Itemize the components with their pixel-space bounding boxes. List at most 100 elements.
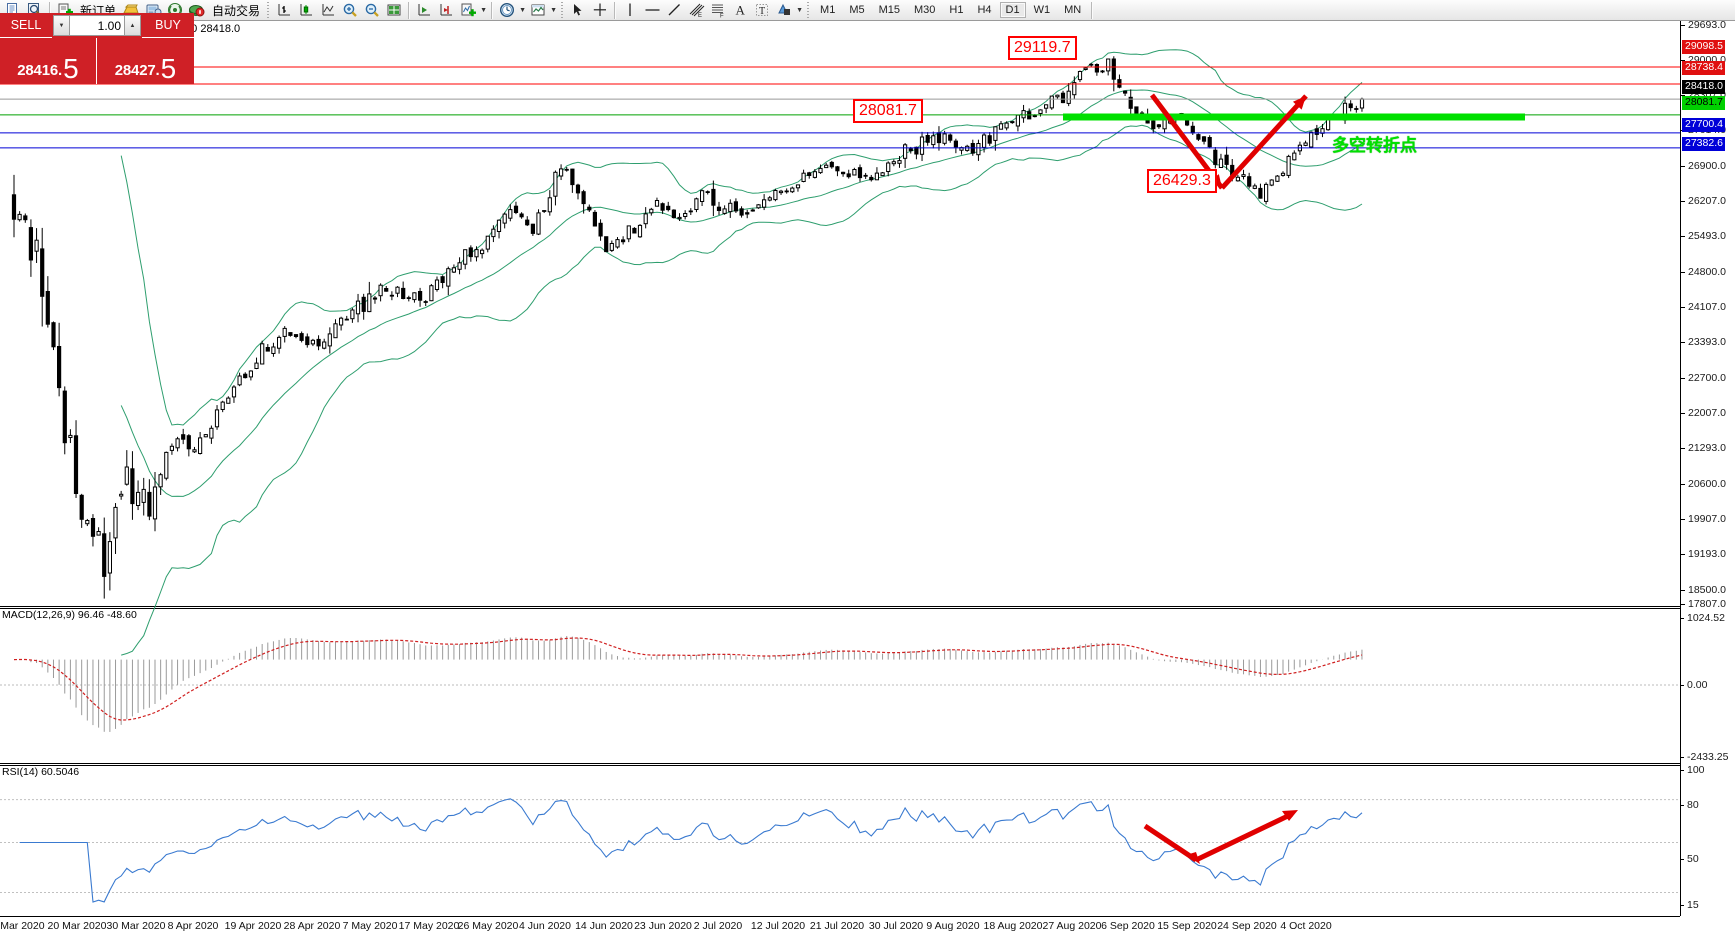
date-axis[interactable]: 1 Mar 2020 20 Mar 2020 30 Mar 2020 8 Apr… bbox=[0, 916, 1680, 940]
price-tick: 18500.0 bbox=[1681, 584, 1726, 596]
price-label-28738: 28738.4 bbox=[1682, 61, 1725, 75]
timeframe-h1[interactable]: H1 bbox=[949, 4, 964, 16]
horizontal-line-icon[interactable] bbox=[641, 1, 663, 20]
timeframe-m1[interactable]: M1 bbox=[820, 4, 836, 16]
buy-price[interactable]: 28427 . 5 bbox=[97, 38, 194, 84]
cursor-icon[interactable] bbox=[567, 1, 589, 20]
toolbar-separator-5 bbox=[1091, 1, 1094, 19]
date-tick: 7 May 2020 bbox=[342, 920, 398, 932]
bar-chart-icon[interactable] bbox=[273, 1, 295, 20]
macd-panel-separator bbox=[0, 606, 1680, 609]
auto-trading-label[interactable]: 自动交易 bbox=[212, 3, 261, 18]
date-tick: 30 Jul 2020 bbox=[868, 920, 924, 932]
timeframe-w1[interactable]: W1 bbox=[1033, 4, 1051, 16]
crosshair-icon[interactable] bbox=[589, 1, 611, 20]
price-tick: 29693.0 bbox=[1681, 19, 1726, 31]
templates-dropdown-caret[interactable]: ▼ bbox=[550, 6, 557, 14]
annotation-28081[interactable]: 28081.7 bbox=[853, 99, 923, 123]
chart-container[interactable]: DJ30-,Daily 28230.0 28448.0 28149.0 2841… bbox=[0, 19, 1735, 940]
buy-price-big: 28427 bbox=[114, 62, 156, 79]
annotation-high-29119[interactable]: 29119.7 bbox=[1008, 36, 1077, 60]
date-tick: 21 Jul 2020 bbox=[809, 920, 865, 932]
svg-text:A: A bbox=[735, 3, 745, 18]
sell-price[interactable]: 28416 . 5 bbox=[0, 38, 97, 84]
price-tick: 21293.0 bbox=[1681, 442, 1726, 454]
toolbar-separator bbox=[49, 1, 51, 19]
date-tick: 20 Mar 2020 bbox=[47, 920, 107, 932]
date-tick: 15 Sep 2020 bbox=[1157, 920, 1217, 932]
candlesticks bbox=[11, 56, 1365, 599]
buy-price-dot: . bbox=[155, 62, 160, 79]
templates-icon[interactable] bbox=[527, 1, 549, 20]
indicators-icon[interactable] bbox=[457, 1, 479, 20]
rsi-level-15: 15 bbox=[1680, 899, 1735, 911]
buy-button[interactable]: BUY bbox=[142, 13, 194, 38]
period-clock-icon[interactable] bbox=[496, 1, 518, 20]
main-toolbar: 新订单 自动交易 ▼ ▼ ▼ bbox=[0, 0, 1735, 21]
volume-increase-icon[interactable]: ▲ bbox=[124, 15, 141, 36]
timeframe-m15[interactable]: M15 bbox=[878, 4, 900, 16]
fibonacci-icon[interactable]: F bbox=[707, 1, 729, 20]
macd-scale-bottom: -2433.25 bbox=[1680, 751, 1735, 763]
one-click-trading-panel[interactable]: SELL ▼ 1.00 ▲ BUY 28416 . 5 28427 . 5 bbox=[0, 13, 194, 84]
autotrading-icon[interactable] bbox=[186, 1, 208, 20]
timeframe-h4[interactable]: H4 bbox=[977, 4, 992, 16]
line-chart-icon[interactable] bbox=[317, 1, 339, 20]
price-tick: 26900.0 bbox=[1681, 160, 1726, 172]
buy-price-small: 5 bbox=[160, 53, 177, 84]
shift-start-icon[interactable] bbox=[413, 1, 435, 20]
date-tick: 4 Jun 2020 bbox=[519, 920, 571, 932]
price-axis[interactable]: 29693.0 29000.0 28307.0 27614.0 26900.0 … bbox=[1680, 19, 1735, 916]
equidistant-channel-icon[interactable]: E bbox=[685, 1, 707, 20]
macd-scale-mid: 0.00 bbox=[1680, 679, 1735, 691]
zoom-in-icon[interactable] bbox=[339, 1, 361, 20]
volume-input[interactable]: 1.00 bbox=[70, 15, 124, 36]
rsi-level-50: 50 bbox=[1680, 853, 1735, 865]
shapes-dropdown-caret[interactable]: ▼ bbox=[796, 6, 803, 14]
period-dropdown-caret[interactable]: ▼ bbox=[519, 6, 526, 14]
rsi-level-80: 80 bbox=[1680, 799, 1735, 811]
text-label-icon[interactable]: A bbox=[729, 1, 751, 20]
vertical-line-icon[interactable] bbox=[619, 1, 641, 20]
date-tick: 9 Aug 2020 bbox=[926, 920, 980, 932]
candlestick-chart-icon[interactable] bbox=[295, 1, 317, 20]
timeframe-m5[interactable]: M5 bbox=[849, 4, 865, 16]
chart-canvas bbox=[0, 49, 1680, 903]
svg-text:E: E bbox=[698, 13, 702, 18]
documents-icon[interactable] bbox=[2, 1, 24, 20]
macd-indicator-label: MACD(12,26,9) 96.46 -48.60 bbox=[2, 609, 137, 621]
sell-button[interactable]: SELL bbox=[0, 13, 52, 38]
date-tick: 24 Sep 2020 bbox=[1217, 920, 1277, 932]
toolbar-grip bbox=[266, 1, 272, 19]
zoom-out-icon[interactable] bbox=[361, 1, 383, 20]
annotation-low-26429[interactable]: 26429.3 bbox=[1147, 169, 1217, 193]
trendline-icon[interactable] bbox=[663, 1, 685, 20]
svg-text:T: T bbox=[759, 6, 765, 17]
price-levels bbox=[0, 66, 1680, 149]
timeframe-mn[interactable]: MN bbox=[1064, 4, 1082, 16]
toolbar-separator-2 bbox=[408, 1, 411, 19]
shapes-icon[interactable] bbox=[773, 1, 795, 20]
rsi-level-100: 100 bbox=[1680, 764, 1735, 776]
price-tick: 24107.0 bbox=[1681, 301, 1726, 313]
indicators-dropdown-caret[interactable]: ▼ bbox=[480, 6, 487, 14]
text-icon[interactable]: T bbox=[751, 1, 773, 20]
sell-price-small: 5 bbox=[63, 53, 79, 84]
price-tick: 22007.0 bbox=[1681, 407, 1726, 419]
tile-windows-icon[interactable] bbox=[383, 1, 405, 20]
date-tick: 17 May 2020 bbox=[398, 920, 460, 932]
timeframe-d1[interactable]: D1 bbox=[999, 2, 1026, 18]
toolbar-grip-2 bbox=[560, 1, 566, 19]
date-tick: 26 May 2020 bbox=[457, 920, 519, 932]
shift-end-icon[interactable] bbox=[435, 1, 457, 20]
volume-decrease-icon[interactable]: ▼ bbox=[53, 15, 70, 36]
timeframe-m30[interactable]: M30 bbox=[914, 4, 936, 16]
date-tick: 2 Jul 2020 bbox=[693, 920, 743, 932]
price-label-29098: 29098.5 bbox=[1682, 40, 1725, 54]
price-tick: 23393.0 bbox=[1681, 336, 1726, 348]
macd-scale-top: 1024.52 bbox=[1680, 612, 1735, 624]
date-tick: 27 Aug 2020 bbox=[1042, 920, 1102, 932]
annotation-turning-point[interactable]: 多空转折点 bbox=[1332, 136, 1417, 156]
volume-stepper[interactable]: ▼ 1.00 ▲ bbox=[52, 13, 142, 38]
rsi-indicator-label: RSI(14) 60.5046 bbox=[2, 766, 80, 778]
